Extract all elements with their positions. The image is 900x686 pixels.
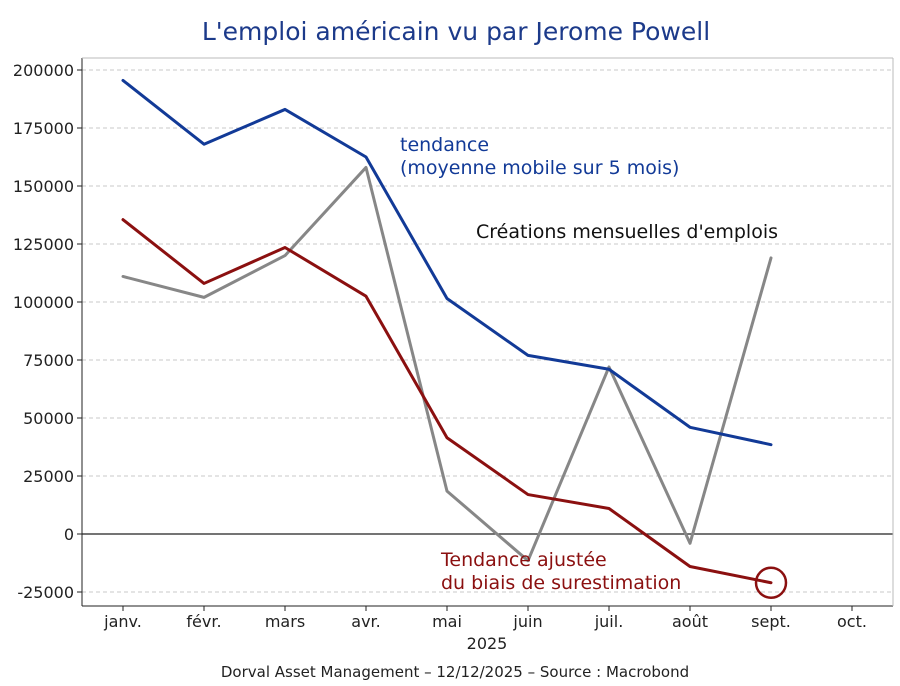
annotation-adjusted-line2: du biais de surestimation xyxy=(441,572,681,594)
y-tick-label: 200000 xyxy=(13,61,74,80)
annotation-adjusted-line1: Tendance ajustée xyxy=(440,549,607,571)
annotation-trend-line2: (moyenne mobile sur 5 mois) xyxy=(400,157,679,179)
y-tick-label: 0 xyxy=(64,525,74,544)
x-tick-label: juil. xyxy=(594,612,624,631)
y-tick-label: 100000 xyxy=(13,293,74,312)
y-tick-label: 25000 xyxy=(23,467,74,486)
y-tick-label: 150000 xyxy=(13,177,74,196)
x-tick-label: mars xyxy=(265,612,305,631)
x-axis-year-label: 2025 xyxy=(467,634,508,653)
footer-source: Dorval Asset Management – 12/12/2025 – S… xyxy=(221,663,689,681)
y-tick-label: 50000 xyxy=(23,409,74,428)
annotation-trend-line1: tendance xyxy=(400,134,489,156)
y-tick-label: -25000 xyxy=(17,583,74,602)
annotation-monthly: Créations mensuelles d'emplois xyxy=(476,221,778,243)
chart-title: L'emploi américain vu par Jerome Powell xyxy=(202,17,710,46)
y-tick-label: 75000 xyxy=(23,351,74,370)
x-tick-label: août xyxy=(672,612,708,631)
x-tick-label: juin xyxy=(512,612,542,631)
x-tick-label: janv. xyxy=(103,612,142,631)
series-layer xyxy=(121,78,788,599)
axis-layer: 200000 175000 150000 125000 100000 75000 50000… xyxy=(13,57,894,631)
x-tick-label: avr. xyxy=(351,612,380,631)
y-tick-label: 125000 xyxy=(13,235,74,254)
x-tick-label: mai xyxy=(432,612,462,631)
x-tick-label: oct. xyxy=(837,612,867,631)
x-tick-label: sept. xyxy=(751,612,791,631)
y-tick-label: 175000 xyxy=(13,119,74,138)
x-tick-label: févr. xyxy=(186,612,221,631)
highlight-circle xyxy=(754,566,788,599)
series-line xyxy=(121,218,773,585)
